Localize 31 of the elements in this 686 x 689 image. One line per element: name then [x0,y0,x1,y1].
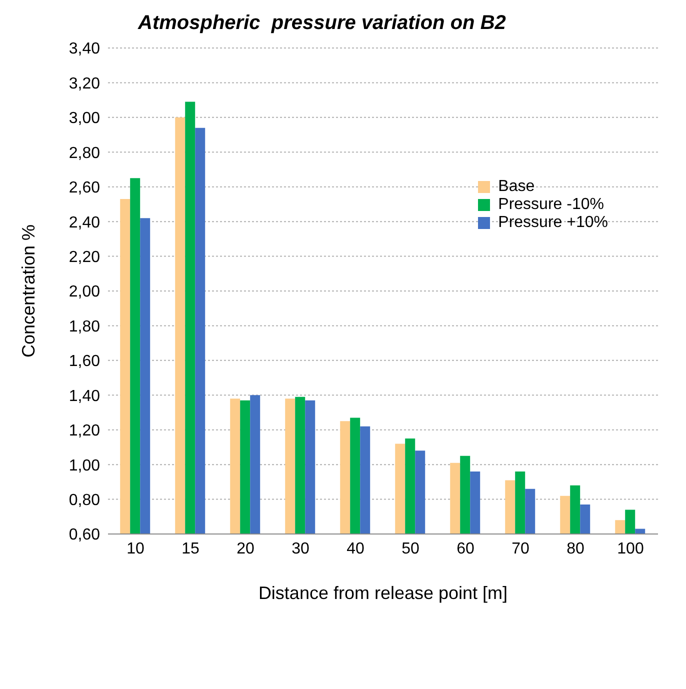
x-tick-label: 20 [236,540,254,558]
y-tick-label: 0,80 [68,492,100,509]
x-tick-label: 70 [512,540,530,558]
x-tick-label: 100 [617,540,644,558]
x-tick-label: 80 [566,540,584,558]
legend-label: Base [498,178,535,195]
x-tick-label: 10 [126,540,144,558]
y-tick-label: 2,80 [68,144,100,162]
x-tick-label: 50 [402,540,420,558]
y-tick-label: 1,40 [68,388,100,405]
x-tick-label: 30 [292,540,310,558]
y-tick-label: 1,80 [68,318,100,336]
chart-title: Atmospheric pressure variation on B2 [136,11,507,36]
x-axis-title: Distance from release point [m] [258,583,508,603]
y-tick-label: 1,00 [68,457,100,474]
legend-label: Pressure -10% [498,196,604,213]
x-tick-label: 40 [346,540,364,558]
y-tick-label: 3,00 [68,110,100,128]
y-tick-label: 3,40 [68,40,100,58]
y-tick-label: 3,20 [68,75,100,92]
y-tick-label: 0,60 [68,526,100,544]
x-tick-label: 60 [456,540,474,558]
y-tick-label: 1,20 [68,422,100,440]
legend-label: Pressure +10% [498,214,608,231]
y-tick-label: 2,40 [68,214,100,232]
y-tick-label: 1,60 [68,353,100,370]
y-tick-label: 2,20 [68,248,100,266]
y-axis-title: Concentration % [18,224,38,358]
y-tick-label: 2,60 [68,180,100,197]
y-tick-label: 2,00 [68,284,100,301]
x-tick-label: 15 [182,540,200,558]
